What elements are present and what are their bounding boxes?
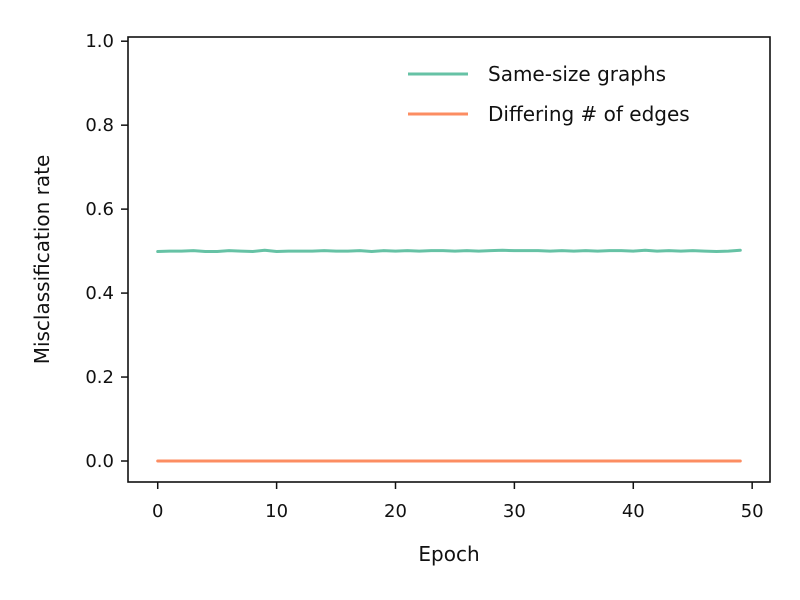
plot-area (156, 248, 742, 463)
x-tick-label: 0 (152, 501, 163, 522)
y-axis-label: Misclassification rate (30, 155, 54, 365)
legend: Same-size graphs Differing # of edges (408, 62, 690, 126)
legend-entry-label: Same-size graphs (488, 62, 666, 86)
y-tick-label: 0.8 (85, 115, 114, 136)
x-tick-label: 10 (265, 501, 288, 522)
x-axis-label: Epoch (418, 542, 479, 566)
x-axis: 0 10 20 30 40 50 (152, 482, 764, 522)
x-tick-label: 40 (622, 501, 645, 522)
y-tick-label: 0.6 (85, 199, 114, 220)
y-axis: 0.0 0.2 0.4 0.6 0.8 1.0 (85, 31, 128, 472)
axes-frame (127, 36, 771, 483)
y-tick-label: 1.0 (85, 31, 114, 52)
y-tick-label: 0.0 (85, 451, 114, 472)
y-tick-label: 0.2 (85, 367, 114, 388)
x-tick-label: 20 (384, 501, 407, 522)
legend-entry-label: Differing # of edges (488, 102, 690, 126)
x-tick-label: 50 (741, 501, 764, 522)
series-line (156, 248, 742, 254)
x-tick-label: 30 (503, 501, 526, 522)
y-tick-label: 0.4 (85, 283, 114, 304)
